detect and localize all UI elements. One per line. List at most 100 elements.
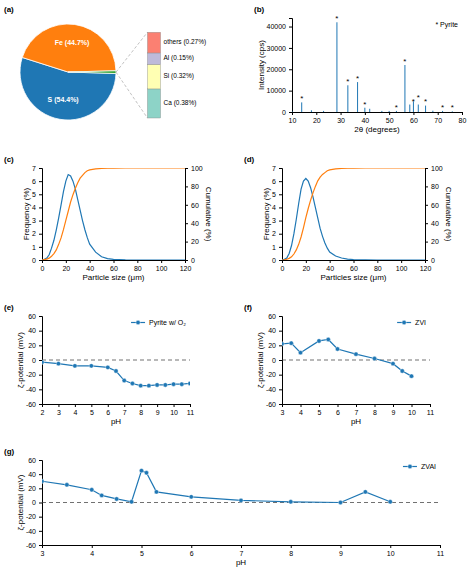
y2-tick-mark xyxy=(425,223,428,224)
x-tick: 40 xyxy=(326,260,334,272)
y-tick-label: -40 xyxy=(26,528,36,535)
y2-tick-label: 40 xyxy=(431,220,439,227)
panel-title: (e) xyxy=(4,303,14,312)
y-axis: -60-40-200204060 xyxy=(26,313,43,408)
y2-tick-label: 40 xyxy=(191,220,199,227)
connector xyxy=(116,72,147,118)
x-tick-mark xyxy=(291,545,292,548)
stem xyxy=(336,22,337,112)
y-tick-label: 4 xyxy=(32,204,36,211)
marks xyxy=(42,168,185,260)
y-tick: 20000 xyxy=(267,66,292,73)
y-tick: -20 xyxy=(26,513,42,520)
y-tick-mark xyxy=(39,517,42,518)
panel: 02040608010012001234567020406080100Parti… xyxy=(262,165,453,282)
y-axis: -60-40-200204060 xyxy=(266,313,283,408)
point xyxy=(139,468,143,472)
y-tick-label: 60 xyxy=(268,313,276,320)
x-tick-label: 10 xyxy=(289,117,297,124)
stacked-segment xyxy=(147,89,160,118)
x-tick-label: 20 xyxy=(62,265,70,272)
y-tick-label: 0 xyxy=(32,499,36,506)
x-tick-mark xyxy=(58,404,59,407)
marks xyxy=(282,337,430,378)
peak-marker: * xyxy=(395,103,398,112)
stem xyxy=(311,110,312,112)
stem xyxy=(409,105,410,112)
panel: 34567891011-60-40-200204060pHζ-potential… xyxy=(16,457,444,567)
y-tick: 60 xyxy=(268,313,282,320)
x-tick-mark xyxy=(390,545,391,548)
x-tick: 10 xyxy=(289,112,297,124)
x-tick-label: 5 xyxy=(140,550,144,557)
x-tick: 3 xyxy=(57,404,61,416)
x-tick-mark xyxy=(174,404,175,407)
point xyxy=(189,495,193,499)
y2-tick-label: 20 xyxy=(431,238,439,245)
y-tick-mark xyxy=(39,545,42,546)
x-axis: 020406080100120 xyxy=(281,260,432,272)
x-tick-mark xyxy=(401,260,402,263)
x-tick: 10 xyxy=(408,404,416,416)
y-tick: 5 xyxy=(32,191,42,198)
stem xyxy=(404,65,405,112)
y2-tick-mark xyxy=(425,260,428,261)
legend-label: ZVAI xyxy=(421,463,436,470)
panel-title: (d) xyxy=(244,155,255,164)
y2-tick: 40 xyxy=(425,220,439,227)
y-tick-label: 6 xyxy=(32,178,36,185)
y-tick-label: 20000 xyxy=(267,66,287,73)
stem xyxy=(357,82,358,112)
x-tick: 5 xyxy=(90,404,94,416)
panel: 234567891011-60-40-200204060pHζ-potentia… xyxy=(16,313,194,426)
peak-marker: * xyxy=(346,77,349,86)
y-tick: 40 xyxy=(28,471,42,478)
y-axis-line xyxy=(39,169,43,261)
y-tick-label: 7 xyxy=(32,165,36,172)
x-tick-label: 6 xyxy=(190,550,194,557)
x-tick-mark xyxy=(430,404,431,407)
y2-tick-mark xyxy=(185,242,188,243)
y2-axis-line xyxy=(426,169,429,261)
x-tick-mark xyxy=(389,112,390,115)
point xyxy=(388,500,392,504)
point xyxy=(372,356,376,360)
y2-tick-mark xyxy=(185,205,188,206)
stem xyxy=(369,109,370,112)
x-tick-label: 50 xyxy=(386,117,394,124)
point xyxy=(188,381,190,385)
x-tick: 6 xyxy=(106,404,110,416)
y2-tick: 80 xyxy=(425,183,439,190)
x-tick-mark xyxy=(241,545,242,548)
chart-figure: S (54.4%)Fe (44.7%)(a)Ca (0.38%)Si (0.32… xyxy=(0,0,474,581)
x-tick: 20 xyxy=(313,112,321,124)
x-tick-mark xyxy=(306,260,307,263)
point xyxy=(289,500,293,504)
marks xyxy=(282,168,425,260)
y-tick-mark xyxy=(39,375,42,376)
y-tick-mark xyxy=(279,360,282,361)
y-tick-label: 2 xyxy=(272,230,276,237)
x-tick-mark xyxy=(462,112,463,115)
y-tick: 4 xyxy=(32,204,42,211)
y-tick-mark xyxy=(289,91,292,92)
y-tick-label: -40 xyxy=(26,386,36,393)
point xyxy=(100,493,104,497)
y-tick-mark xyxy=(39,168,42,169)
y2-tick-mark xyxy=(185,186,188,187)
x-tick-mark xyxy=(316,112,317,115)
y-tick: 10000 xyxy=(267,87,292,94)
x-tick-label: 40 xyxy=(86,265,94,272)
y-tick-mark xyxy=(39,247,42,248)
x-tick: 120 xyxy=(180,260,192,272)
y-tick: 20 xyxy=(268,342,282,349)
y-tick: -40 xyxy=(26,386,42,393)
stacked-segment xyxy=(147,32,160,53)
series-line xyxy=(282,179,425,260)
y-tick: 40000 xyxy=(267,23,292,30)
y-tick-label: 5 xyxy=(32,191,36,198)
x-tick-mark xyxy=(191,545,192,548)
x-tick-mark xyxy=(338,404,339,407)
x-tick-label: 80 xyxy=(134,265,142,272)
y-tick-label: 40000 xyxy=(267,23,287,30)
